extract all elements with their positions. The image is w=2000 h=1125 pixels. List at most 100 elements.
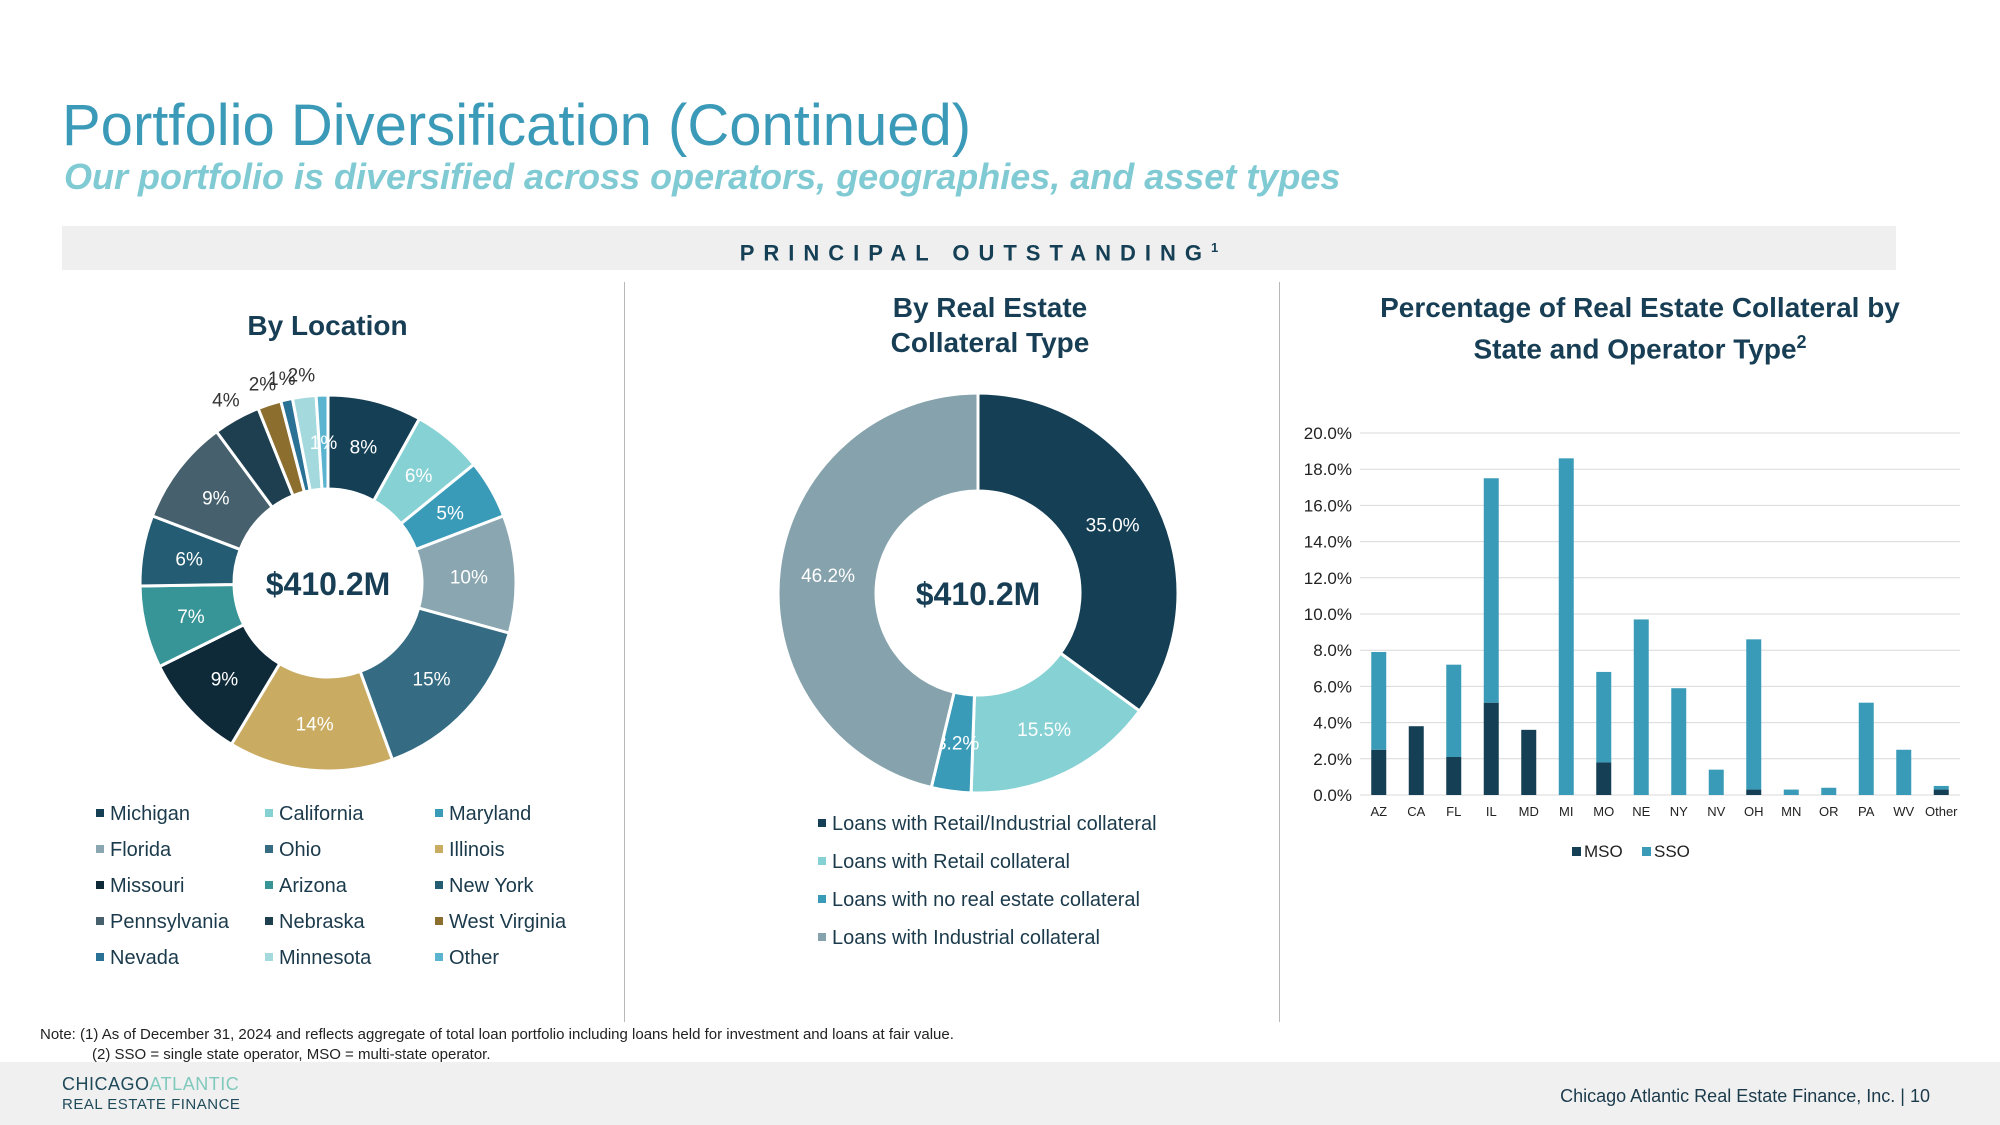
footnote-2: (2) SSO = single state operator, MSO = m…	[92, 1046, 491, 1063]
state-bar-az-sso	[1371, 652, 1387, 750]
location-legend-label: New York	[449, 875, 534, 897]
state-chart-x-tick: AZ	[1370, 804, 1387, 819]
collateral-label-loans-with-no-real-estate-collateral: 3.2%	[936, 734, 979, 755]
state-chart-y-tick: 4.0%	[1313, 714, 1352, 733]
location-legend-swatch	[265, 952, 273, 961]
location-legend-swatch	[435, 844, 443, 853]
state-bar-il-sso	[1483, 478, 1499, 703]
state-bar-wv-sso	[1896, 749, 1912, 795]
location-legend-illinois: Illinois	[435, 839, 505, 862]
state-chart-y-tick: 2.0%	[1313, 750, 1352, 769]
location-legend-swatch	[435, 808, 443, 817]
location-legend-label: Nebraska	[279, 911, 365, 933]
state-bar-mn-sso	[1783, 789, 1799, 795]
company-logo: CHICAGOATLANTIC	[62, 1074, 239, 1095]
location-label-missouri: 9%	[211, 670, 239, 691]
state-legend-swatch-mso	[1572, 847, 1581, 856]
location-legend-swatch	[96, 880, 104, 889]
state-bar-ne-sso	[1633, 619, 1649, 795]
location-legend-pennsylvania: Pennsylvania	[96, 911, 229, 934]
location-legend-swatch	[265, 880, 273, 889]
location-label-michigan: 8%	[350, 438, 378, 459]
state-chart-y-tick: 6.0%	[1313, 677, 1352, 696]
location-legend-maryland: Maryland	[435, 803, 531, 826]
location-legend-label: Nevada	[110, 947, 179, 969]
state-chart-y-tick: 10.0%	[1304, 605, 1352, 624]
location-label-nebraska: 4%	[212, 390, 240, 411]
state-chart-y-tick: 12.0%	[1304, 569, 1352, 588]
location-legend-california: California	[265, 803, 363, 826]
state-bar-mo-mso	[1596, 762, 1612, 795]
footnote-1: Note: (1) As of December 31, 2024 and re…	[40, 1026, 954, 1043]
location-legend-west-virginia: West Virginia	[435, 911, 566, 934]
footer-band	[0, 1062, 2000, 1125]
panel-divider-right	[1279, 282, 1280, 1022]
location-legend-label: West Virginia	[449, 911, 567, 933]
state-bar-mo-sso	[1596, 671, 1612, 763]
location-legend-other: Other	[435, 947, 499, 970]
location-slice-other	[314, 393, 330, 491]
location-legend-label: Missouri	[110, 875, 185, 897]
collateral-slice-loans-with-retail-collateral	[969, 651, 1142, 795]
location-label-other: 1%	[310, 433, 338, 454]
state-chart-x-tick: Other	[1925, 804, 1958, 819]
page-title: Portfolio Diversification (Continued)	[62, 93, 972, 158]
state-chart-x-tick: MD	[1519, 804, 1539, 819]
state-chart-x-tick: IL	[1486, 804, 1497, 819]
collateral-legend-swatch	[818, 818, 826, 827]
location-legend-label: Other	[449, 947, 500, 969]
location-legend-swatch	[265, 916, 273, 925]
state-chart-y-tick: 8.0%	[1313, 641, 1352, 660]
location-legend-new-york: New York	[435, 875, 534, 898]
state-chart-x-tick: OH	[1744, 804, 1764, 819]
location-legend-florida: Florida	[96, 839, 171, 862]
location-label-ohio: 15%	[413, 670, 451, 691]
collateral-label-loans-with-industrial-collateral: 46.2%	[801, 566, 855, 587]
state-chart-y-tick: 0.0%	[1313, 786, 1352, 805]
location-legend-label: Pennsylvania	[110, 911, 229, 933]
state-chart-x-tick: CA	[1407, 804, 1425, 819]
collateral-slice-loans-with-industrial-collateral	[776, 391, 980, 790]
state-title-line1: Percentage of Real Estate Collateral by	[1380, 292, 1900, 323]
state-bar-fl-mso	[1446, 756, 1462, 795]
location-legend-swatch	[265, 808, 273, 817]
state-bar-ny-sso	[1671, 688, 1687, 795]
location-legend-swatch	[435, 952, 443, 961]
state-chart-x-tick: MO	[1593, 804, 1614, 819]
state-chart-x-tick: FL	[1446, 804, 1461, 819]
collateral-title-line2: Collateral Type	[890, 327, 1090, 358]
location-label-arizona: 7%	[177, 607, 205, 628]
location-legend-michigan: Michigan	[96, 803, 190, 826]
state-chart-x-tick: NV	[1707, 804, 1725, 819]
collateral-slice-loans-with-retail-industrial-collateral	[976, 391, 1180, 714]
state-bar-pa-sso	[1858, 702, 1874, 795]
state-bar-nv-sso	[1708, 769, 1724, 795]
state-bar-az-mso	[1371, 749, 1387, 795]
state-bar-ca-mso	[1408, 726, 1424, 795]
logo-subtext: REAL ESTATE FINANCE	[62, 1096, 241, 1113]
location-chart-title: By Location	[247, 310, 408, 341]
state-bar-other-mso	[1933, 789, 1949, 795]
location-legend-arizona: Arizona	[265, 875, 347, 898]
collateral-legend-swatch	[818, 894, 826, 903]
collateral-legend-swatch	[818, 932, 826, 941]
collateral-label-loans-with-retail-collateral: 15.5%	[1017, 720, 1071, 741]
location-legend-label: Ohio	[279, 839, 322, 861]
location-label-florida: 10%	[450, 567, 488, 588]
location-legend-swatch	[265, 844, 273, 853]
state-chart-x-tick: NY	[1670, 804, 1688, 819]
collateral-legend-loans-with-industrial-collateral: Loans with Industrial collateral	[818, 927, 1100, 950]
collateral-legend-loans-with-retail-industrial-collateral: Loans with Retail/Industrial collateral	[818, 813, 1157, 836]
location-legend-swatch	[96, 952, 104, 961]
panel-divider-left	[624, 282, 625, 1022]
location-legend-nebraska: Nebraska	[265, 911, 365, 934]
state-chart-y-tick: 16.0%	[1304, 496, 1352, 515]
location-label-minnesota: 2%	[288, 366, 316, 387]
collateral-legend-label: Loans with Industrial collateral	[832, 927, 1100, 949]
state-chart-x-tick: PA	[1858, 804, 1875, 819]
location-legend-swatch	[435, 880, 443, 889]
state-bar-or-sso	[1821, 787, 1837, 795]
collateral-legend-label: Loans with Retail collateral	[832, 851, 1070, 873]
state-chart-y-tick: 20.0%	[1304, 424, 1352, 443]
state-bar-oh-mso	[1746, 789, 1762, 795]
